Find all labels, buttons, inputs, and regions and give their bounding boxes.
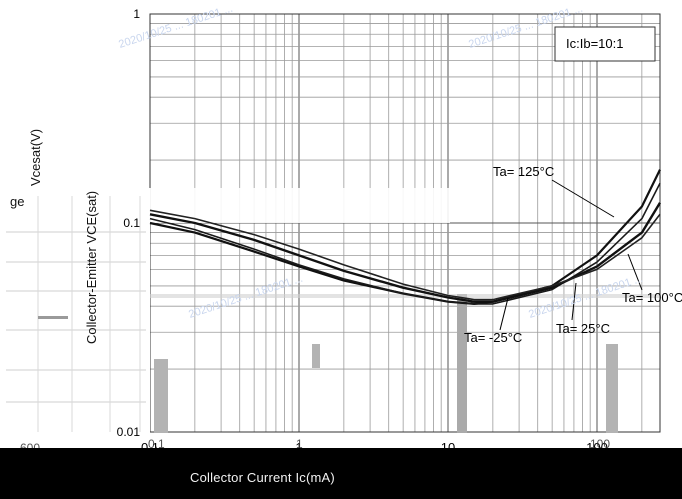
series-annotation: Ta= 100°C <box>622 290 682 305</box>
annotation-leader <box>499 297 509 331</box>
overlay-fragment-label: 100 <box>590 437 610 451</box>
x-axis-title: Collector Current Ic(mA) <box>190 470 335 485</box>
condition-label: Ic:Ib=10:1 <box>566 36 623 51</box>
series-group <box>149 169 662 305</box>
top-overlay-strip <box>150 188 450 223</box>
x-axis-title-band <box>0 448 682 499</box>
y-tick-label: 0.01 <box>117 425 141 439</box>
overlay-bar <box>154 359 168 433</box>
condition-box <box>554 26 656 62</box>
left-overlay-patch <box>0 188 150 436</box>
y-axis-title-partial: Vcesat(V) <box>28 129 43 186</box>
y-tick-label: 0.1 <box>123 216 140 230</box>
overlay-bar <box>606 344 618 433</box>
series-line <box>149 202 662 303</box>
series-annotation: Ta= 125°C <box>493 164 554 179</box>
annotation-leader <box>551 179 615 218</box>
annotation-leader <box>571 282 577 321</box>
overlay-fragment-label: 0.1 <box>148 437 165 451</box>
x-tick-label: 1 <box>295 440 302 455</box>
overlay-fragment-label: 1 <box>296 437 303 451</box>
y-axis-title: Collector-Emitter VCE(sat) <box>84 191 99 344</box>
y-axis-title-fragment: ge <box>10 194 24 209</box>
overlay-band <box>0 188 660 436</box>
overlay-bar <box>312 344 320 368</box>
series-annotation: Ta= -25°C <box>464 330 522 345</box>
scan-artifacts <box>0 188 660 436</box>
series-annotation: Ta= 25°C <box>556 321 610 336</box>
y-tick-label: 1 <box>133 7 140 21</box>
series-line <box>149 209 661 301</box>
overlay-hstrip <box>150 294 660 298</box>
annotation-leader <box>627 253 643 291</box>
series-line <box>149 182 661 305</box>
overlay-bar <box>38 316 68 319</box>
overlay-bar <box>457 294 467 433</box>
